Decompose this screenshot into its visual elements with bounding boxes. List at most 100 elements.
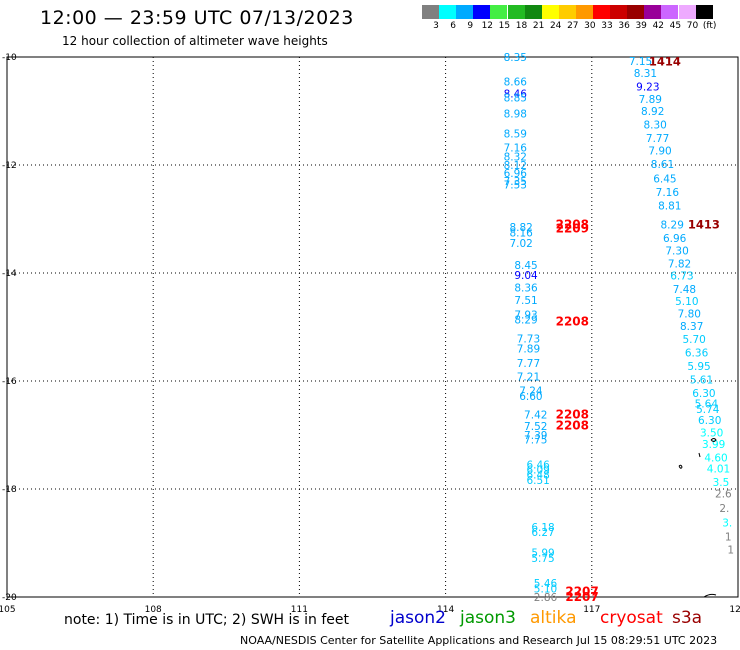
colorbar-swatch [678,5,696,19]
wave-height-label: 6.36 [685,347,709,359]
y-tick-label: -18 [2,485,17,495]
wave-height-label: 3.99 [702,439,725,451]
colorbar-swatch [439,5,457,19]
wave-height-label: 6.73 [670,271,693,283]
wave-height-label: 8.81 [658,201,681,213]
wave-height-label: 7.24 [519,386,543,398]
wave-height-label: 7.39 [524,430,547,442]
x-tick-label: 120 [729,605,740,615]
wave-height-label: 7.30 [665,245,688,257]
wave-height-label: 6.46 [526,460,550,472]
y-tick-label: -20 [2,593,17,603]
wave-height-label: 7.16 [504,143,528,155]
wave-height-label: 6.48 [526,469,549,481]
colorbar-label: 33 [601,21,613,31]
wave-height-label: 8.12 [504,160,527,172]
x-tick-label: 114 [437,605,454,615]
wave-height-label: 7.48 [673,284,696,296]
wave-height-label: 7.35 [504,176,527,188]
wave-height-label: 8.85 [504,93,527,105]
colorbar-swatch [644,5,662,19]
wave-height-label: 4.01 [707,463,730,475]
wave-height-label: 8.29 [514,314,537,326]
colorbar-label: 9 [467,21,474,31]
chart-subtitle: 12 hour collection of altimeter wave hei… [62,34,328,48]
colorbar-swatch [473,5,491,19]
wave-height-label: 3.50 [700,427,723,439]
wave-height-label: 5.75 [531,553,554,565]
wave-height-label: 8.30 [643,120,666,132]
island-outline [698,452,701,458]
wave-height-label: 7.75 [524,434,547,446]
x-tick-label: 111 [291,605,308,615]
wave-height-label: 7.90 [648,145,671,157]
wave-height-label: 8.35 [504,52,527,64]
colorbar-label: 42 [652,21,665,31]
colorbar-label: 36 [618,21,630,31]
wave-height-label: 6.30 [692,388,715,400]
wave-height-label: 1 [725,532,732,544]
wave-height-label: 2208 [556,418,589,432]
wave-height-label: 2208 [556,315,589,329]
wave-height-label: 8.37 [680,321,703,333]
colorbar-swatch [558,5,576,19]
wave-height-label: 3. [722,517,732,529]
wave-height-label: 7.89 [517,344,540,356]
colorbar-label: 15 [498,21,511,31]
wave-height-label: 5.10 [534,583,557,595]
wave-height-label: 2. [719,503,729,515]
colorbar-swatch [661,5,679,19]
wave-height-label: 7.16 [656,187,680,199]
colorbar-swatch [593,5,611,19]
wave-height-label: 9.04 [514,270,538,282]
x-tick-label: 117 [583,605,600,615]
wave-height-label: 8.32 [504,151,527,163]
wave-height-label: 2.6 [715,488,732,500]
colorbar-swatch [507,5,525,19]
wave-height-label: 6.45 [653,174,676,186]
island-outline [710,438,717,442]
wave-height-label: 5.10 [675,296,698,308]
wave-height-label: 6.30 [698,415,721,427]
x-tick-label: 108 [145,605,162,615]
colorbar-label: 39 [635,21,647,31]
wave-height-label: 8.92 [641,106,664,118]
footer-note: note: 1) Time is in UTC; 2) SWH is in fe… [64,612,350,628]
wave-height-label: 7.53 [504,179,527,191]
colorbar-label: 6 [450,21,456,31]
wave-height-label: 1414 [649,54,681,68]
chart-title: 12:00 — 23:59 UTC 07/13/2023 [40,7,354,29]
wave-height-label: 6.96 [504,168,528,180]
island-outline [678,464,683,469]
colorbar-label: 45 [669,21,682,31]
wave-height-label: 6.60 [519,391,542,403]
wave-height-label: 2207 [565,590,598,604]
wave-height-label: 8.82 [509,222,532,234]
colorbar-swatch [456,5,474,19]
colorbar-swatch [627,5,645,19]
wave-height-label: 5.99 [531,548,554,560]
wave-height-label: 7.89 [639,94,662,106]
colorbar-label: 27 [567,21,579,31]
wave-height-label: 5.95 [687,361,710,373]
wave-height-label: 7.02 [509,238,532,250]
wave-height-label: 5.46 [534,578,558,590]
colorbar-swatch [422,5,440,19]
wave-height-label: 7.73 [517,333,540,345]
wave-height-label: 5.74 [696,404,720,416]
wave-height-label: 7.52 [524,421,547,433]
colorbar-label: 70 [686,21,699,31]
wave-height-label: 6.51 [526,475,549,487]
colorbar-swatch [524,5,542,19]
wave-height-label: 5.70 [682,334,705,346]
colorbar-swatch [610,5,628,19]
satellite-legend-jason2: jason2 [390,608,446,628]
plot-frame [6,56,739,598]
colorbar-label: 21 [532,21,545,31]
y-tick-label: -14 [2,269,17,279]
wave-height-label: 8.16 [509,228,533,240]
colorbar-swatch [575,5,593,19]
wave-height-label: 6.18 [531,522,554,534]
wave-height-label: 7.93 [514,310,537,322]
